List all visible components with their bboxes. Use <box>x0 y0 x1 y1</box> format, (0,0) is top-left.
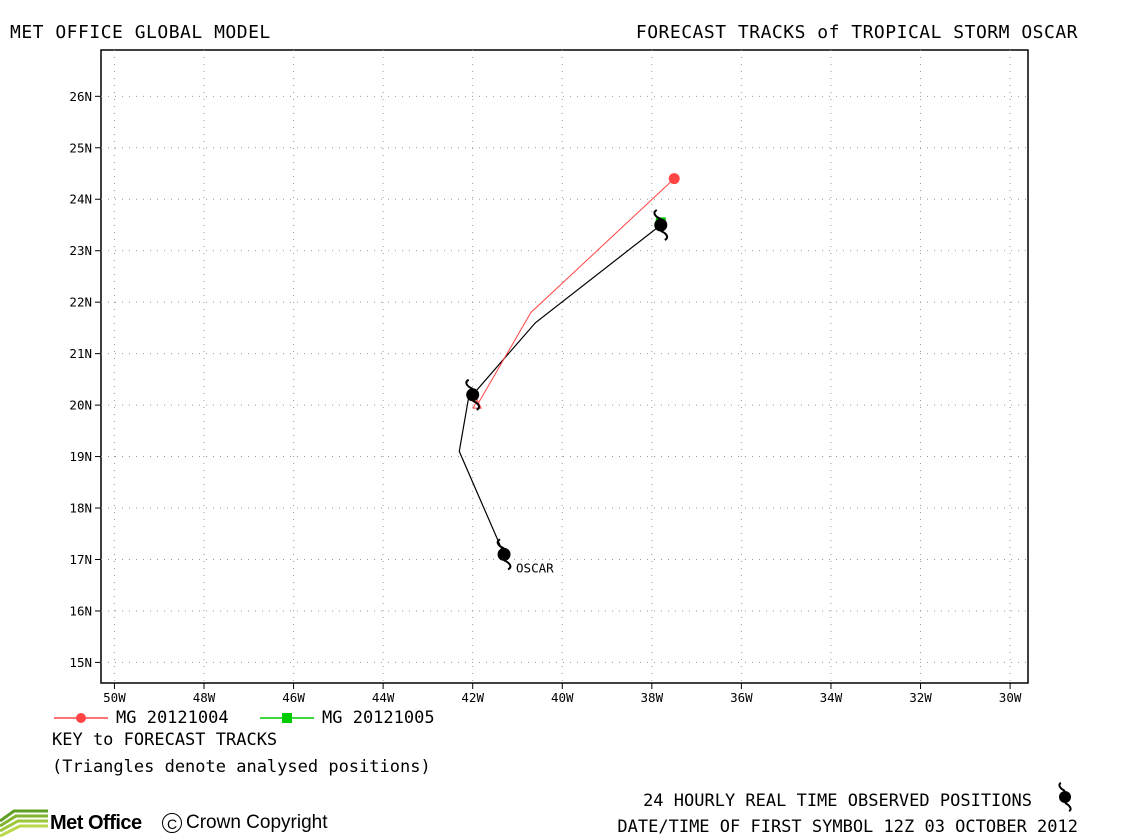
legend-label-mg-20121005: MG 20121005 <box>322 708 435 728</box>
y-tick-label: 20N <box>69 398 92 413</box>
observed-track-line <box>458 224 662 555</box>
x-tick-label: 36W <box>730 690 753 705</box>
x-tick-label: 30W <box>999 690 1022 705</box>
observed-position-symbol <box>466 388 480 402</box>
legend-swatch-red-circle-icon <box>54 713 108 723</box>
left-title: MET OFFICE GLOBAL MODEL <box>10 22 271 43</box>
legend-swatch-green-square-icon <box>260 713 314 723</box>
x-tick-label: 50W <box>103 690 126 705</box>
met-office-wave-logo-icon <box>0 809 48 838</box>
x-tick-label: 48W <box>193 690 216 705</box>
observed-position-symbol <box>497 547 511 561</box>
copyright-text: Crown Copyright <box>186 812 328 833</box>
observed-positions-text: 24 HOURLY REAL TIME OBSERVED POSITIONS <box>643 791 1032 811</box>
y-tick-label: 22N <box>69 295 92 310</box>
observed-symbol-arm <box>465 378 474 390</box>
observed-symbol-arm <box>496 538 505 550</box>
hurricane-symbol-icon <box>1058 782 1072 812</box>
y-tick-label: 23N <box>69 243 92 258</box>
y-tick-label: 21N <box>69 346 92 361</box>
copyright-symbol-icon: C <box>162 813 182 833</box>
plot-frame <box>100 49 1029 684</box>
forecast-point-mg-20121004 <box>668 173 680 185</box>
x-tick-label: 44W <box>372 690 395 705</box>
analysed-position-triangle <box>472 398 482 409</box>
copyright-notice: C Crown Copyright <box>162 812 328 834</box>
y-tick-label: 16N <box>69 603 92 618</box>
x-tick-label: 32W <box>909 690 932 705</box>
y-tick-label: 26N <box>69 89 92 104</box>
legend-item-mg-20121004: MG 20121004 <box>52 708 229 728</box>
y-tick-label: 15N <box>69 655 92 670</box>
y-tick-label: 18N <box>69 501 92 516</box>
legend-label-mg-20121004: MG 20121004 <box>116 708 229 728</box>
observed-symbol-arm <box>472 399 481 411</box>
observed-symbol-arm <box>653 209 662 220</box>
observed-position-symbol <box>654 218 668 232</box>
observed-symbol-arm <box>503 559 512 571</box>
x-tick-label: 46W <box>282 690 305 705</box>
met-office-logo: Met Office <box>0 808 142 838</box>
storm-name-label: OSCAR <box>516 560 554 575</box>
x-tick-label: 42W <box>461 690 484 705</box>
first-symbol-datetime: DATE/TIME OF FIRST SYMBOL 12Z 03 OCTOBER… <box>617 817 1078 837</box>
met-office-logo-text: Met Office <box>50 811 142 834</box>
y-tick-label: 24N <box>69 192 92 207</box>
observed-symbol-arm <box>660 230 669 241</box>
legend-item-mg-20121005: MG 20121005 <box>258 708 435 728</box>
key-title: KEY to FORECAST TRACKS <box>52 730 278 750</box>
forecast-track-line-mg-20121004 <box>476 178 675 406</box>
y-tick-label: 19N <box>69 449 92 464</box>
x-tick-label: 40W <box>551 690 574 705</box>
y-tick-label: 17N <box>69 552 92 567</box>
x-tick-label: 34W <box>820 690 843 705</box>
y-tick-label: 25N <box>69 140 92 155</box>
right-title: FORECAST TRACKS of TROPICAL STORM OSCAR <box>635 22 1078 43</box>
x-tick-label: 38W <box>641 690 664 705</box>
key-note: (Triangles denote analysed positions) <box>52 757 431 777</box>
